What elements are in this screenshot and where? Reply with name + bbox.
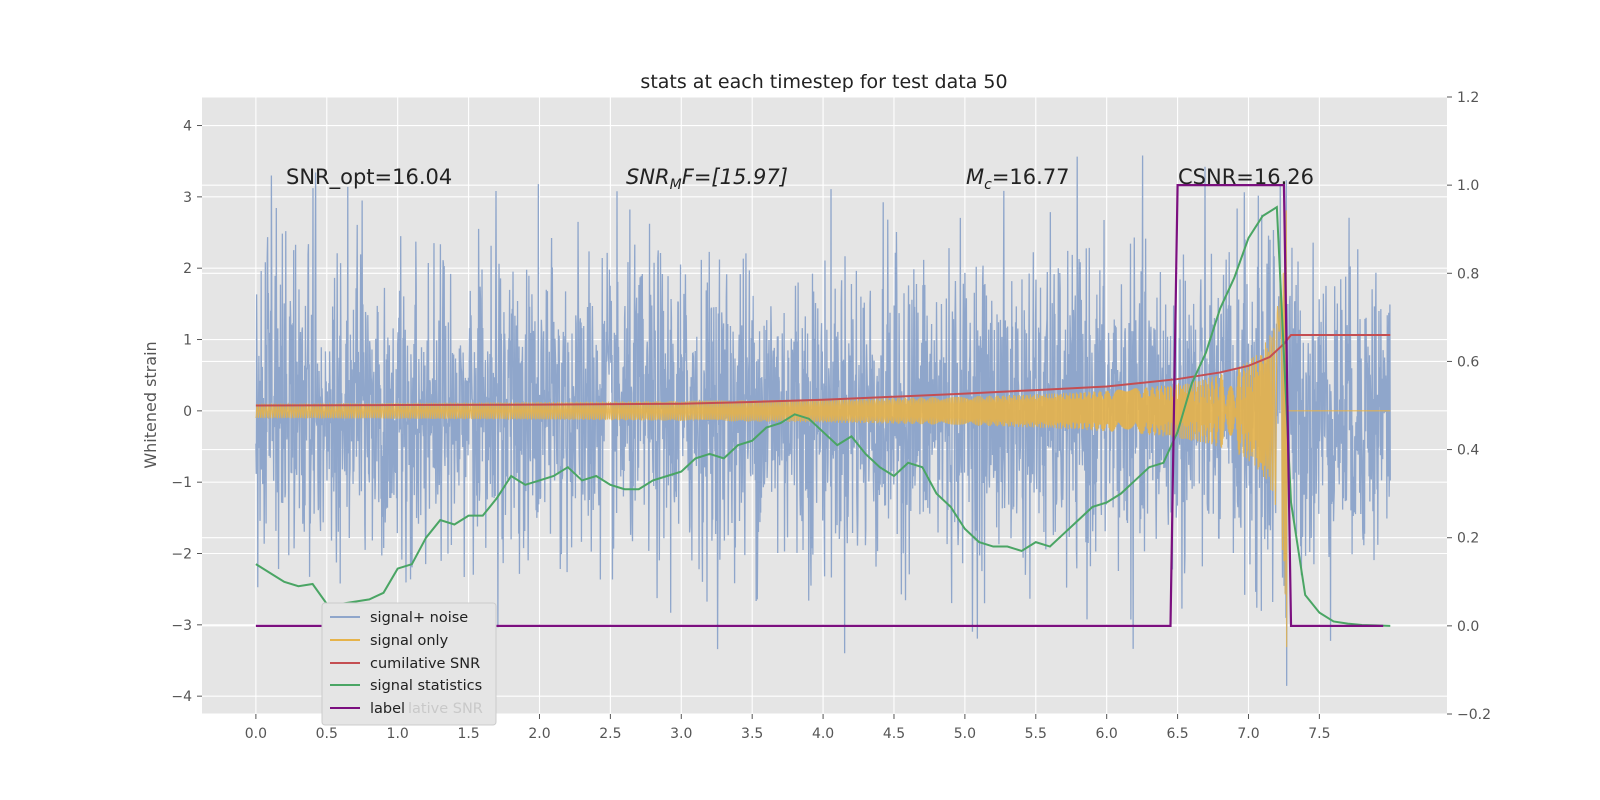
y-axis-left: 4 3 2 1 0 −1 −2 −3 −4 [171,119,202,705]
x-tick-label: 6.0 [1096,726,1118,742]
legend-label-signal: signal only [370,633,449,649]
annotation-csnr: CSNR=16.26 [1178,165,1314,189]
x-tick-label: 3.5 [741,726,763,742]
legend: lative SNR signal+ noise signal only cum… [321,602,497,726]
annotation-snr-mf: SNRMF=[15.97] [626,165,788,193]
y2-tick-label: 1.2 [1457,90,1479,106]
x-tick-label: 7.5 [1308,726,1330,742]
x-axis: 0.0 0.5 1.0 1.5 2.0 2.5 3.0 3.5 4.0 4.5 5.0 5.5 6.0 6… [245,714,1331,742]
x-tick-label: 4.0 [812,726,834,742]
y-tick-label: 4 [183,119,192,135]
series-signal-only [255,210,1391,648]
x-tick-label: 2.0 [528,726,550,742]
y2-tick-label: 1.0 [1457,178,1479,194]
x-tick-label: 5.0 [954,726,976,742]
x-tick-label: 3.0 [670,726,692,742]
y-tick-label: 0 [183,404,192,420]
y-tick-label: 2 [183,261,192,277]
chart-title: stats at each timestep for test data 50 [640,71,1007,93]
legend-box [321,602,497,726]
y2-tick-label: 0.8 [1457,266,1479,282]
x-tick-label: 6.5 [1166,726,1188,742]
series-cumulative-snr [255,333,1391,407]
annotation-snr-opt: SNR_opt=16.04 [286,165,452,190]
legend-label-stats: signal statistics [370,678,482,694]
series-signal-statistics [255,205,1391,627]
y2-tick-label: 0.6 [1457,354,1479,370]
x-tick-label: 0.0 [245,726,267,742]
y-tick-label: 1 [183,333,192,349]
x-tick-label: 0.5 [316,726,338,742]
y2-tick-label: 0.4 [1457,443,1479,459]
legend-ghost-text: lative SNR [408,701,483,717]
y2-tick-label: 0.0 [1457,619,1479,635]
legend-label-noise: signal+ noise [370,610,468,626]
x-tick-label: 1.0 [387,726,409,742]
y-axis-label: Whitened strain [141,341,160,468]
y-tick-label: 3 [183,190,192,206]
series-layer [255,155,1391,686]
y-tick-label: −4 [171,689,192,705]
y2-tick-label: −0.2 [1457,707,1491,723]
legend-label-cumulative: cumilative SNR [370,656,480,672]
y-axis-right: 1.2 1.0 0.8 0.6 0.4 0.2 0.0 −0.2 [1447,90,1491,723]
x-tick-label: 4.5 [883,726,905,742]
series-label [255,184,1384,627]
y-tick-label: −2 [171,547,192,563]
annotation-mc: Mc=16.77 [966,165,1070,193]
y-tick-label: −1 [171,475,192,491]
y2-tick-label: 0.2 [1457,531,1479,547]
x-tick-label: 1.5 [457,726,479,742]
y-tick-label: −3 [171,618,192,634]
x-tick-label: 2.5 [599,726,621,742]
x-tick-label: 7.0 [1237,726,1259,742]
x-tick-label: 5.5 [1025,726,1047,742]
legend-label-label: label [370,701,405,717]
